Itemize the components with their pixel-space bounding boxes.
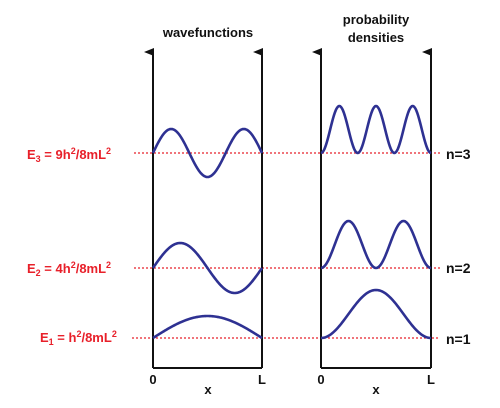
wavefunction-curve-n1 [152, 314, 263, 340]
probability-curve-n1 [320, 288, 432, 340]
curves [151, 104, 432, 340]
wavefunction-curve-n2 [151, 241, 264, 295]
right-axis-x: x [372, 382, 380, 397]
probability-title-line1: probability [343, 12, 410, 27]
n3-label: n=3 [446, 146, 471, 162]
right-axis-L: L [427, 372, 435, 387]
energy-level-lines [132, 152, 440, 339]
wavefunction-curve-n3 [151, 127, 264, 179]
n2-label: n=2 [446, 260, 471, 276]
probability-title-line2: densities [348, 30, 404, 45]
left-axis-zero: 0 [149, 372, 156, 387]
n1-label: n=1 [446, 331, 471, 347]
energy-label-e1: E1 = h2/8mL2 [40, 329, 117, 347]
left-axis-x: x [204, 382, 212, 397]
wavefunction-box [144, 48, 263, 369]
probability-curve-n2 [320, 219, 432, 270]
left-axis-L: L [258, 372, 266, 387]
probability-curve-n3 [320, 104, 432, 155]
right-axis-zero: 0 [317, 372, 324, 387]
probability-box [312, 48, 432, 369]
energy-label-e3: E3 = 9h2/8mL2 [27, 146, 111, 164]
wavefunctions-title: wavefunctions [162, 25, 253, 40]
energy-label-e2: E2 = 4h2/8mL2 [27, 260, 111, 278]
